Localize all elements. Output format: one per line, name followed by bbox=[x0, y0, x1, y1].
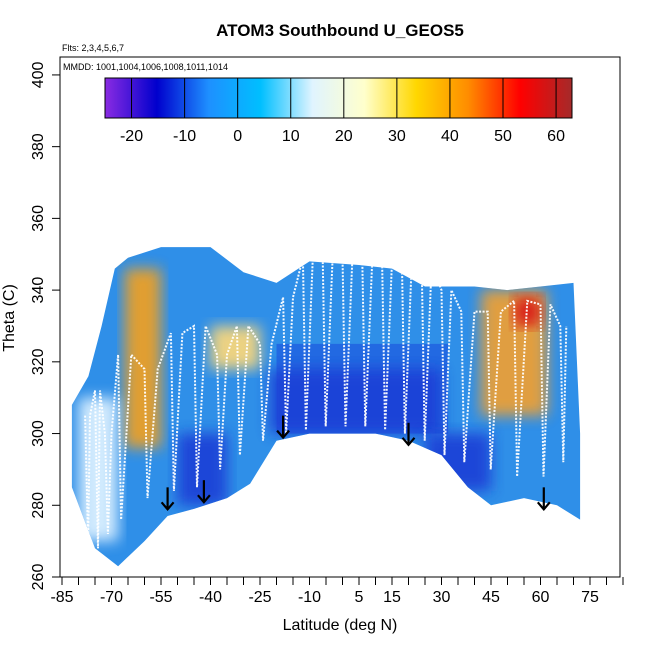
region-warm-band-south-mid bbox=[210, 325, 260, 369]
x-tick-label: 75 bbox=[581, 589, 599, 606]
y-tick-label: 300 bbox=[30, 420, 47, 447]
flights-label: Flts: 2,3,4,5,6,7 bbox=[62, 43, 124, 53]
x-tick-label: -55 bbox=[149, 589, 172, 606]
arrow-head bbox=[160, 501, 175, 512]
arrow-head bbox=[536, 501, 551, 512]
arrow-head bbox=[401, 437, 416, 447]
arrow-head bbox=[276, 429, 290, 440]
arrow-marker bbox=[401, 422, 416, 447]
colorbar: -20 -10 0 10 20 30 40 50 60 bbox=[104, 77, 573, 145]
chart-title: ATOM3 Southbound U_GEOS5 bbox=[216, 21, 464, 40]
colorbar-ticks: -20 -10 0 10 20 30 40 50 60 bbox=[120, 78, 565, 145]
y-tick-label: 280 bbox=[30, 492, 47, 519]
y-tick-label: 380 bbox=[30, 133, 47, 160]
y-axis: 260 280 300 320 340 360 380 400 bbox=[30, 61, 60, 590]
region-deep-blue-north bbox=[425, 433, 491, 491]
x-tick-label: -70 bbox=[100, 589, 123, 606]
x-tick-label: -25 bbox=[248, 589, 271, 606]
x-axis-label: Latitude (deg N) bbox=[283, 617, 398, 634]
arrow-marker bbox=[536, 487, 551, 512]
x-tick-label: -40 bbox=[199, 589, 222, 606]
y-tick-label: 340 bbox=[30, 277, 47, 304]
x-tick-label: 15 bbox=[383, 589, 401, 606]
colorbar-tick-label: 60 bbox=[547, 128, 565, 145]
colorbar-tick-label: 10 bbox=[282, 128, 300, 145]
dates-label: MMDD: 1001,1004,1006,1008,1011,1014 bbox=[63, 62, 228, 72]
colorbar-tick-label: 40 bbox=[441, 128, 459, 145]
region-deep-blue-tropics bbox=[269, 369, 442, 434]
colorbar-tick-label: -10 bbox=[173, 128, 196, 145]
y-axis-label: Theta (C) bbox=[1, 284, 18, 352]
colorbar-tick-label: 20 bbox=[335, 128, 353, 145]
colorbar-tick-label: -20 bbox=[120, 128, 143, 145]
x-tick-label: 60 bbox=[532, 589, 550, 606]
arrow-marker bbox=[276, 415, 290, 440]
x-tick-label: 30 bbox=[433, 589, 451, 606]
x-tick-label: -85 bbox=[50, 589, 73, 606]
y-tick-label: 400 bbox=[30, 61, 47, 88]
colorbar-ramp bbox=[104, 77, 573, 119]
x-tick-label: 45 bbox=[482, 589, 500, 606]
y-tick-label: 320 bbox=[30, 348, 47, 375]
arrow-head bbox=[197, 494, 211, 504]
arrows-layer bbox=[160, 415, 551, 512]
data-layer bbox=[71, 247, 581, 567]
colorbar-tick-label: 0 bbox=[233, 128, 242, 145]
y-tick-label: 360 bbox=[30, 205, 47, 232]
arrow-marker bbox=[197, 480, 211, 504]
region-warm-tongue-south bbox=[124, 268, 161, 448]
y-tick-label: 260 bbox=[30, 564, 47, 591]
x-tick-label: 5 bbox=[355, 589, 364, 606]
x-tick-label: -10 bbox=[298, 589, 321, 606]
arrow-marker bbox=[160, 487, 175, 512]
x-axis: -85 -70 -55 -40 -25 -10 5 15 30 45 60 75 bbox=[50, 577, 624, 606]
data-field bbox=[71, 247, 581, 567]
colorbar-tick-label: 30 bbox=[388, 128, 406, 145]
plot-frame bbox=[59, 56, 621, 578]
colorbar-tick-label: 50 bbox=[494, 128, 512, 145]
